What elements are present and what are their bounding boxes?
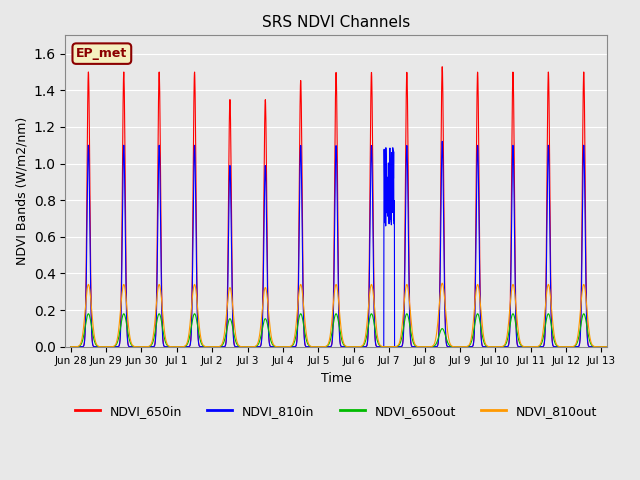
NDVI_650in	[183, 344, 191, 349]
NDVI_650out	[547, 317, 554, 323]
X-axis label: Time: Time	[321, 372, 351, 385]
NDVI_810out	[513, 310, 520, 315]
Line: NDVI_810out: NDVI_810out	[70, 283, 637, 347]
NDVI_650out	[513, 326, 520, 332]
NDVI_650out	[477, 321, 484, 327]
NDVI_810in	[633, 344, 640, 349]
Line: NDVI_810in: NDVI_810in	[70, 142, 637, 347]
NDVI_650in	[477, 304, 484, 310]
NDVI_810in	[67, 344, 74, 349]
NDVI_650in	[513, 331, 520, 336]
Y-axis label: NDVI Bands (W/m2/nm): NDVI Bands (W/m2/nm)	[15, 117, 28, 265]
NDVI_650in	[426, 344, 434, 349]
Legend: NDVI_650in, NDVI_810in, NDVI_650out, NDVI_810out: NDVI_650in, NDVI_810in, NDVI_650out, NDV…	[70, 400, 602, 423]
NDVI_810out	[633, 344, 640, 349]
NDVI_650in	[627, 344, 634, 349]
NDVI_650out	[84, 311, 92, 317]
NDVI_810in	[547, 276, 554, 282]
NDVI_810out	[438, 280, 446, 286]
NDVI_810out	[183, 341, 191, 347]
NDVI_650out	[427, 344, 435, 349]
NDVI_650out	[627, 344, 634, 349]
NDVI_810in	[426, 344, 434, 349]
NDVI_810out	[67, 344, 74, 349]
NDVI_650in	[438, 64, 446, 70]
NDVI_810in	[438, 139, 446, 144]
NDVI_650out	[633, 344, 640, 349]
NDVI_810in	[183, 344, 191, 349]
NDVI_810in	[513, 335, 520, 340]
NDVI_650in	[67, 344, 74, 349]
Text: EP_met: EP_met	[76, 47, 127, 60]
Line: NDVI_650out: NDVI_650out	[70, 314, 637, 347]
NDVI_810out	[547, 294, 554, 300]
NDVI_810out	[477, 301, 484, 307]
NDVI_650out	[67, 344, 74, 349]
NDVI_650in	[633, 344, 640, 349]
NDVI_810in	[477, 314, 484, 320]
NDVI_650out	[183, 342, 191, 348]
NDVI_810in	[627, 344, 634, 349]
NDVI_650in	[547, 252, 554, 258]
NDVI_810out	[426, 344, 434, 349]
Line: NDVI_650in: NDVI_650in	[70, 67, 637, 347]
NDVI_810out	[627, 344, 634, 349]
Title: SRS NDVI Channels: SRS NDVI Channels	[262, 15, 410, 30]
